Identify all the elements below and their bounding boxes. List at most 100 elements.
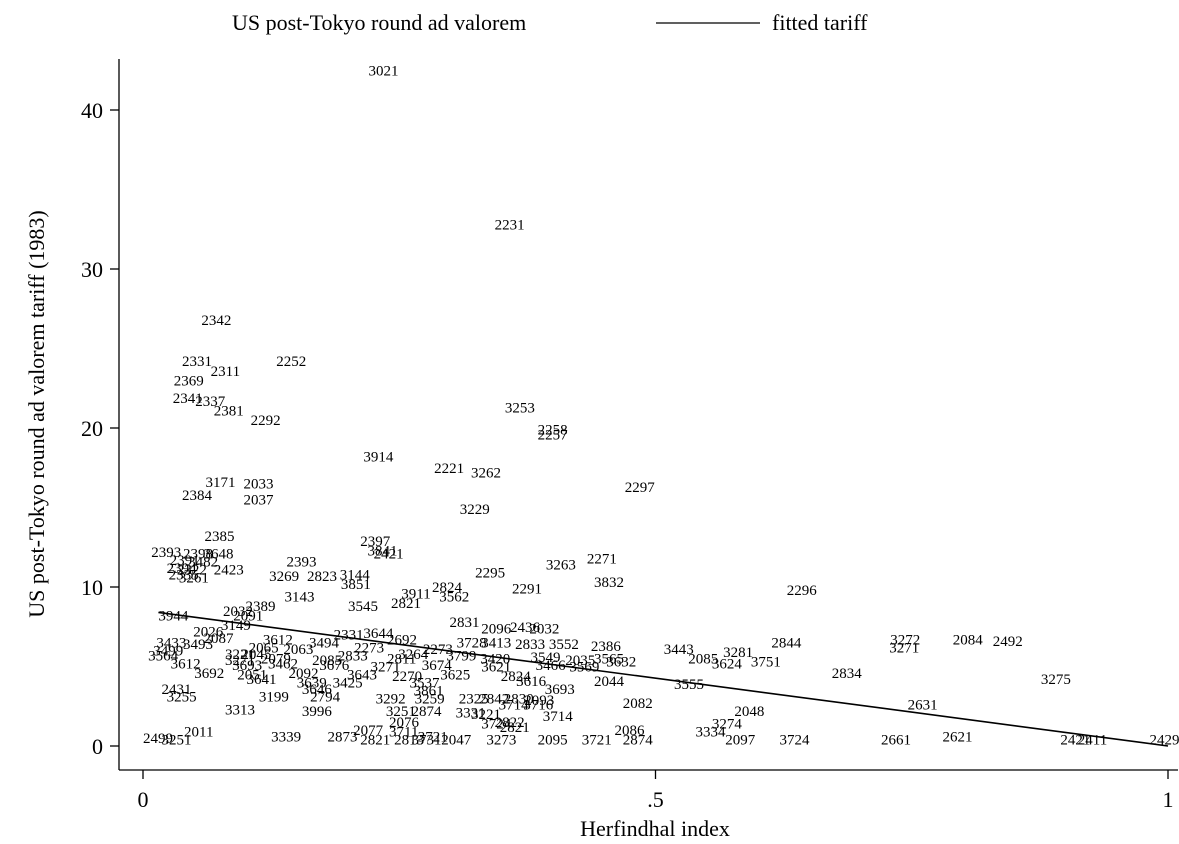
data-point-label: 2423	[214, 563, 244, 579]
data-point-label: 2035	[565, 653, 595, 669]
data-point-label: 3143	[284, 590, 314, 606]
data-point-label: 3693	[232, 658, 262, 674]
data-point-label: 2032	[529, 621, 559, 637]
data-point-label: 3021	[369, 63, 399, 79]
data-point-label: 2824	[501, 669, 531, 685]
legend-label-fitted-tariff: fitted tariff	[772, 10, 868, 35]
data-point-label: 3693	[545, 682, 575, 698]
data-point-label: 2273	[423, 642, 453, 658]
data-point-label: 3914	[363, 450, 394, 466]
data-point-label: 2874	[623, 733, 654, 749]
data-point-label: 3261	[179, 570, 209, 586]
data-point-label: 2393	[287, 555, 317, 571]
data-point-label: 2386	[591, 639, 622, 655]
data-point-label: 2331	[182, 354, 212, 370]
data-point-label: 3644	[363, 626, 394, 642]
data-point-label: 3331	[456, 706, 486, 722]
data-point-label: 3499	[153, 644, 183, 660]
data-point-label: 2079	[261, 652, 291, 668]
data-point-label: 2271	[587, 551, 617, 567]
data-point-label: 2084	[953, 632, 984, 648]
data-point-label: 3944	[158, 609, 189, 625]
data-point-label: 2813	[394, 733, 424, 749]
y-ticks: 0 10 20 30 40	[81, 98, 119, 759]
data-point-label: 2295	[475, 566, 505, 582]
data-point-label: 3632	[606, 655, 636, 671]
data-point-label: 3221	[471, 707, 501, 723]
data-point-label: 3537	[410, 675, 441, 691]
data-point-label: 2291	[512, 582, 542, 598]
data-point-label: 3221	[225, 647, 255, 663]
data-point-label: 3911	[401, 586, 430, 602]
data-point-label: 3724	[481, 717, 512, 733]
fitted-tariff-line	[158, 611, 1169, 747]
data-point-label: 3420	[480, 652, 510, 668]
data-point-label: 2297	[625, 480, 656, 496]
data-point-label: 2823	[307, 569, 337, 585]
data-point-label: 3274	[712, 717, 743, 733]
data-point-label: 3549	[530, 650, 560, 666]
data-point-label: 3721	[418, 729, 448, 745]
data-point-label: 3273	[486, 733, 516, 749]
x-ticks: 0.5 1	[138, 770, 1174, 812]
data-point-label: 2421	[1060, 733, 1090, 749]
data-point-label: 2431	[161, 682, 191, 698]
data-point-label: 3648	[203, 547, 233, 563]
data-point-label: 3339	[271, 729, 301, 745]
data-point-label: 3569	[569, 660, 599, 676]
data-point-label: 3149	[221, 618, 251, 634]
data-point-label: 3714	[499, 698, 530, 714]
data-point-label: 2842	[479, 691, 509, 707]
data-point-label: 2296	[787, 583, 818, 599]
data-point-label: 2369	[174, 373, 204, 389]
data-point-label: 2045	[241, 647, 271, 663]
data-point-label: 2830	[504, 691, 534, 707]
data-point-label: 2492	[993, 634, 1023, 650]
data-point-label: 3443	[664, 642, 694, 658]
data-point-label: 3271	[889, 640, 919, 656]
legend: US post-Tokyo round ad valorem fitted ta…	[232, 10, 868, 35]
data-point-label: 2822	[495, 715, 525, 731]
data-point-label: 2087	[203, 631, 234, 647]
data-point-label: 3253	[505, 400, 535, 416]
data-point-label: 3275	[1041, 672, 1071, 688]
data-point-label: 2082	[623, 696, 653, 712]
data-point-label: 2331	[334, 628, 364, 644]
data-point-label: 3292	[376, 691, 406, 707]
data-point-label: 2821	[500, 720, 530, 736]
data-point-label: 2292	[251, 413, 281, 429]
data-point-label: 3269	[269, 569, 299, 585]
data-point-label: 2874	[412, 704, 443, 720]
data-point-label: 2833	[338, 648, 368, 664]
x-tick-label: 0	[138, 787, 149, 812]
data-point-label: 3264	[398, 647, 429, 663]
data-point-label: 2821	[391, 596, 421, 612]
data-point-label: 3199	[259, 690, 289, 706]
data-point-label: 3714	[543, 709, 574, 725]
data-point-label: 2389	[246, 599, 276, 615]
data-point-label: 3676	[319, 658, 350, 674]
data-point-label: 2048	[734, 704, 764, 720]
data-point-label: 2032	[223, 604, 253, 620]
data-point-label: 2429	[1150, 733, 1179, 749]
data-point-label: 3144	[340, 567, 371, 583]
data-point-label: 2096	[481, 621, 512, 637]
data-point-label: 3716	[523, 698, 554, 714]
data-point-label: 2093	[524, 693, 554, 709]
data-point-label: 3334	[695, 725, 726, 741]
data-point-label: 3612	[263, 632, 293, 648]
data-point-label: 3262	[471, 466, 501, 482]
data-point-label: 3692	[194, 666, 224, 682]
data-point-label: 3482	[188, 555, 218, 571]
data-point-label: 2394	[167, 561, 198, 577]
data-point-label: 3841	[367, 543, 397, 559]
data-point-label: 3545	[348, 599, 378, 615]
data-point-label: 3832	[594, 575, 624, 591]
data-point-label: 2631	[908, 698, 938, 714]
data-point-label: 3413	[481, 636, 511, 652]
data-point-label: 3851	[341, 577, 371, 593]
data-point-label: 3272	[890, 632, 920, 648]
data-point-label: 2393	[151, 545, 181, 561]
data-point-label: 2794	[310, 690, 341, 706]
x-tick-label: 1	[1163, 787, 1174, 812]
